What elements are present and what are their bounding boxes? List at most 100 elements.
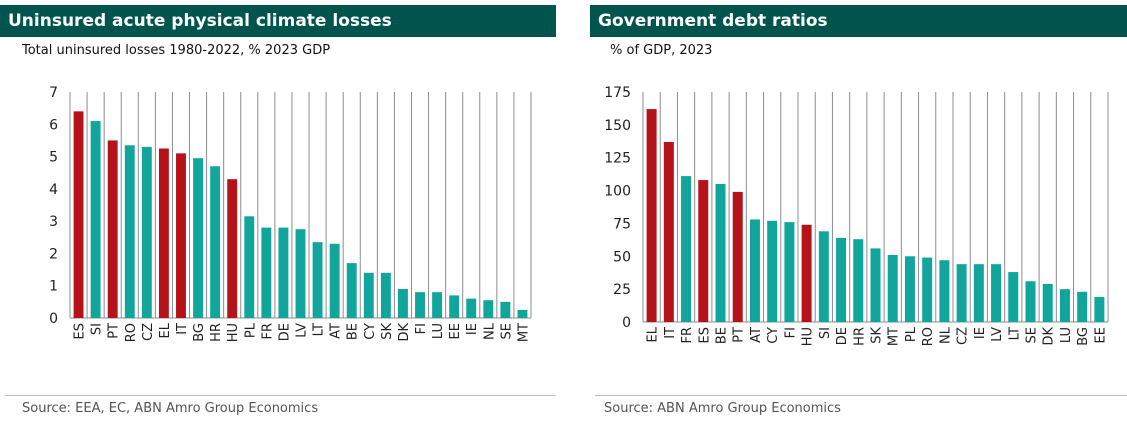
bar-hu: [227, 179, 238, 318]
bar-it: [663, 141, 674, 322]
x-tick-label: PL: [904, 326, 919, 342]
x-tick-label: LU: [1059, 327, 1074, 343]
y-tick-label: 0: [49, 311, 58, 327]
x-tick-label: DK: [397, 323, 412, 342]
bar-ie: [466, 298, 477, 318]
bar-de: [278, 227, 289, 318]
bar-ro: [124, 145, 135, 318]
x-tick-label: SI: [90, 323, 105, 335]
bar-lu: [1059, 289, 1070, 322]
chart-subtitle: % of GDP, 2023: [610, 43, 713, 58]
bar-lu: [432, 292, 443, 318]
bar-pt: [107, 140, 118, 318]
x-tick-label: RO: [921, 327, 936, 346]
x-tick-label: HU: [226, 323, 241, 342]
x-tick-label: BG: [192, 323, 207, 342]
bar-at: [749, 219, 760, 322]
y-tick-label: 50: [613, 249, 631, 265]
x-tick-label: HR: [209, 323, 224, 342]
x-tick-label: AT: [329, 323, 344, 339]
bar-lt: [1008, 272, 1019, 322]
x-tick-label: LV: [990, 327, 1005, 342]
x-tick-label: PL: [243, 322, 258, 338]
bar-lt: [312, 242, 323, 318]
bar-se: [500, 301, 511, 318]
x-tick-label: PT: [732, 327, 747, 343]
x-tick-label: CY: [766, 327, 781, 344]
source-note: Source: ABN Amro Group Economics: [604, 401, 841, 416]
x-tick-label: CY: [363, 323, 378, 340]
bar-lv: [991, 264, 1002, 322]
bar-es: [698, 180, 709, 322]
x-tick-label: LU: [431, 323, 446, 339]
y-tick-label: 3: [49, 214, 58, 230]
bar-hr: [210, 166, 221, 318]
divider: [5, 395, 556, 396]
x-tick-label: ES: [73, 323, 88, 339]
bar-cz: [956, 264, 967, 322]
x-tick-label: DE: [835, 327, 850, 345]
x-tick-label: NL: [482, 322, 497, 340]
bar-si: [90, 121, 101, 318]
x-tick-label: IT: [175, 323, 190, 335]
x-tick-label: DE: [277, 323, 292, 341]
bar-el: [158, 148, 169, 318]
x-tick-label: BG: [1076, 327, 1091, 346]
y-tick-label: 5: [49, 150, 58, 166]
x-tick-label: FI: [783, 327, 798, 338]
bar-dk: [397, 288, 408, 318]
bar-nl: [939, 260, 950, 322]
x-tick-label: MT: [516, 323, 531, 342]
bar-fr: [261, 227, 272, 318]
x-tick-label: FI: [414, 323, 429, 334]
y-tick-label: 2: [49, 246, 58, 262]
x-tick-label: BE: [715, 327, 730, 344]
bar-sk: [380, 272, 391, 318]
climate-losses-chart: 0 1 2 3 4 5 6 7 ES SI PT RO CZ EL IT BG HR HU PL FR DE LV LT AT…: [49, 85, 532, 342]
x-tick-label: ES: [697, 327, 712, 343]
bar-cy: [363, 272, 374, 318]
x-tick-label: EL: [646, 326, 661, 342]
bar-pl: [244, 216, 255, 318]
x-tick-label: RO: [124, 323, 139, 342]
y-tick-label: 1: [49, 279, 58, 295]
left-panel: Uninsured acute physical climate losses …: [0, 0, 556, 421]
bar-nl: [483, 300, 494, 318]
y-tick-label: 4: [49, 182, 58, 198]
bar-cy: [767, 220, 778, 322]
x-tick-label: BE: [346, 323, 361, 340]
x-tick-label: SE: [499, 323, 514, 339]
bar-mt: [887, 254, 898, 322]
bar-fr: [681, 176, 692, 322]
bar-ee: [1094, 297, 1105, 322]
x-tick-label: PT: [107, 323, 122, 339]
bar-hu: [801, 224, 812, 322]
bar-se: [1025, 281, 1036, 322]
x-tick-label: MT: [887, 327, 902, 346]
bar-ie: [973, 264, 984, 322]
x-tick-label: FR: [680, 327, 695, 344]
x-tick-label: IT: [663, 327, 678, 339]
bar-pl: [904, 256, 915, 322]
source-note: Source: EEA, EC, ABN Amro Group Economic…: [22, 401, 319, 416]
x-tick-label: HU: [801, 327, 816, 346]
x-tick-label: IE: [973, 327, 988, 339]
bar-mt: [517, 309, 528, 318]
x-tick-label: LT: [312, 323, 327, 336]
divider: [595, 395, 1127, 396]
bar-si: [818, 231, 829, 322]
bar-de: [836, 237, 847, 322]
x-tick-label: SE: [1025, 327, 1040, 343]
y-tick-label: 6: [49, 117, 58, 133]
x-tick-label: DK: [1042, 327, 1057, 346]
bar-at: [329, 243, 340, 318]
x-tick-label: LV: [295, 323, 310, 338]
bar-es: [73, 111, 84, 318]
x-tick-label: EE: [448, 323, 463, 339]
y-tick-label: 0: [622, 315, 631, 331]
bar-cz: [141, 146, 152, 318]
x-tick-label: CZ: [141, 323, 156, 341]
x-tick-label: FR: [260, 323, 275, 340]
bar-be: [715, 184, 726, 322]
bar-be: [346, 263, 357, 318]
